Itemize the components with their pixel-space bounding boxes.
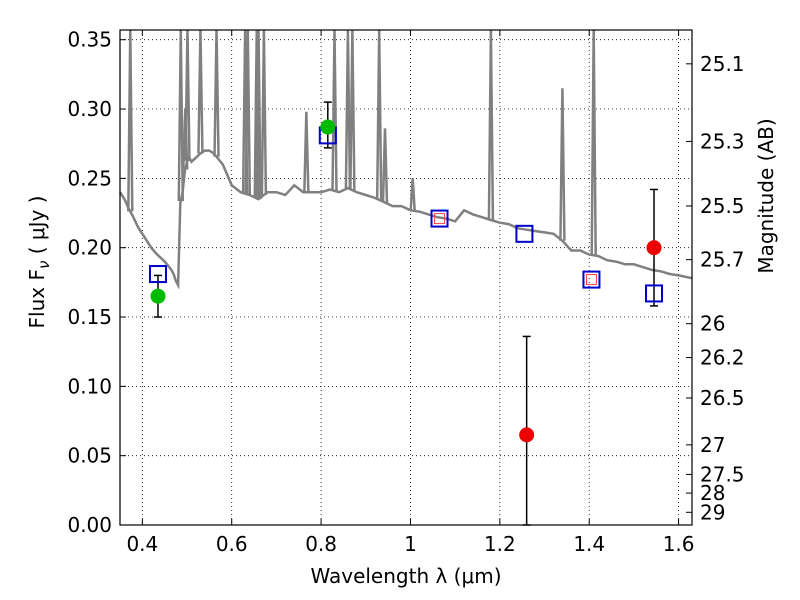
x-axis-label: Wavelength λ (μm) (310, 564, 501, 588)
y2-tick-label: 26.5 (700, 386, 745, 410)
emission-line (487, 29, 495, 220)
plot-frame (119, 29, 693, 526)
y2-tick-label: 25.5 (700, 194, 745, 218)
x-tick-label: 0.8 (305, 532, 337, 556)
y-tick-label: 0.10 (67, 374, 112, 398)
observed-point (646, 240, 662, 256)
y-tick-label: 0.30 (67, 97, 112, 121)
emission-line (344, 29, 352, 189)
observed-point (519, 427, 535, 443)
x-tick-label: 1.4 (573, 532, 605, 556)
y2-axis-label: Magnitude (AB) (754, 118, 778, 273)
y-axis-label-unit: ( μJy ) (25, 196, 49, 261)
x-tick-label: 1.6 (663, 532, 695, 556)
y-tick-label: 0.20 (67, 236, 112, 260)
y2-tick-label: 28 (700, 481, 725, 505)
y-tick-label: 0.00 (67, 513, 112, 537)
y2-tick-label: 27.5 (700, 462, 745, 486)
y2-tick-label: 25.3 (700, 129, 745, 153)
observed-point (320, 119, 336, 135)
y2-tick-label: 25.7 (700, 248, 745, 272)
grid-lines (120, 30, 692, 525)
y2-tick-label: 25.1 (700, 52, 745, 76)
model-point (582, 270, 601, 289)
model-photometry-points (148, 126, 664, 303)
y2-tick-label: 29 (700, 500, 725, 524)
emission-lines (127, 29, 597, 256)
model-point (515, 224, 534, 243)
y-axis-label-sub: ν (35, 261, 53, 269)
spectrum-line (118, 149, 693, 290)
emission-line (381, 128, 389, 203)
observed-point (150, 288, 166, 304)
x-tick-label: 1 (404, 532, 417, 556)
y2-tick-label: 26 (700, 312, 725, 336)
error-bars (153, 101, 659, 526)
emission-line (197, 29, 204, 154)
emission-line (559, 88, 566, 241)
y-tick-label: 0.15 (67, 305, 112, 329)
x-tick-label: 1.2 (484, 532, 516, 556)
y-tick-label: 0.25 (67, 166, 112, 190)
y-axis-ticks: 0.00 0.05 0.10 0.15 0.20 0.25 0.30 0.35 (67, 28, 126, 537)
y-tick-label: 0.35 (67, 28, 112, 52)
emission-line (590, 29, 597, 256)
emission-line (349, 29, 356, 191)
model-point (430, 209, 449, 228)
emission-line (177, 29, 185, 202)
emission-line (213, 29, 220, 157)
x-tick-label: 0.6 (216, 532, 248, 556)
x-tick-label: 0.4 (126, 532, 158, 556)
emission-line (331, 29, 338, 191)
emission-line (375, 29, 383, 200)
model-spectrum (118, 149, 693, 290)
observed-photometry-points (150, 119, 662, 443)
x-axis-ticks: 0.4 0.6 0.8 1 1.2 1.4 1.6 (126, 30, 695, 556)
model-point (148, 265, 167, 284)
y-axis-label: Flux Fν ( μJy ) (25, 196, 53, 329)
y2-tick-label: 26.2 (700, 346, 745, 370)
emission-line (260, 29, 268, 196)
model-point (645, 284, 664, 303)
model-point-inner (585, 274, 597, 286)
emission-line (409, 178, 416, 211)
model-point-inner (434, 213, 446, 225)
y2-tick-label: 27 (700, 433, 725, 457)
emission-line (127, 29, 134, 212)
emission-line (303, 111, 310, 193)
y-axis-label-main: Flux F (25, 269, 49, 328)
y-tick-label: 0.05 (67, 444, 112, 468)
